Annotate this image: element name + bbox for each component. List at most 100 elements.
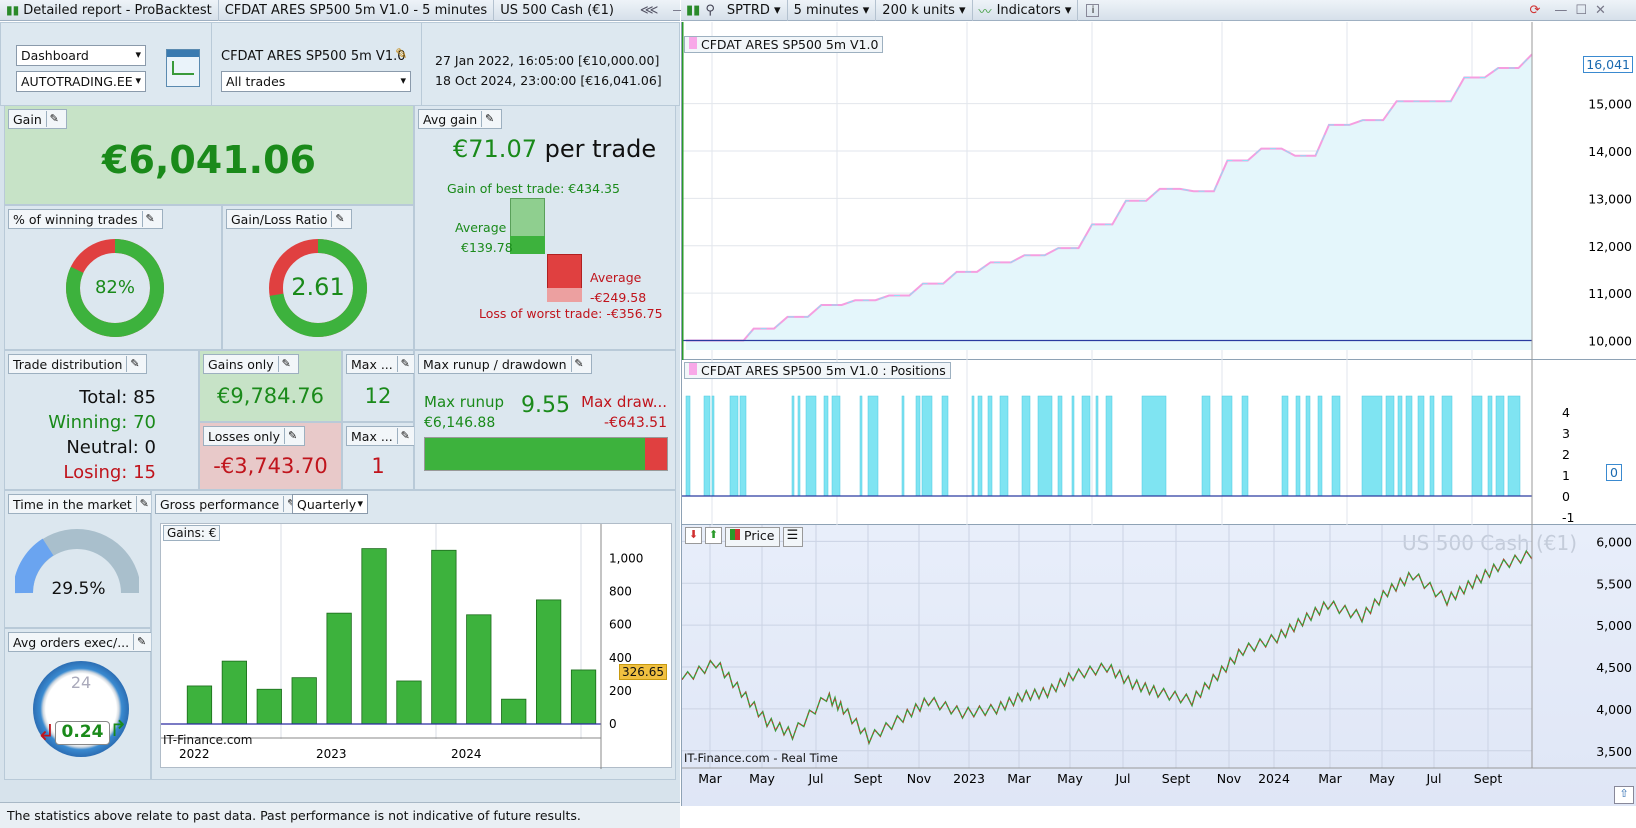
runup-panel: Max runup / drawdown ✎ Max runup €6,146.8…	[414, 350, 676, 490]
position-bar	[1361, 395, 1383, 497]
position-bar	[1331, 395, 1341, 497]
total-trades: Total: 85	[79, 387, 156, 408]
position-bar	[1221, 395, 1233, 497]
positions-ytick: 1	[1562, 468, 1570, 483]
gross-bar	[186, 685, 213, 725]
price-xtick: Sept	[854, 771, 883, 786]
gross-bar	[536, 599, 562, 725]
units-select[interactable]: 200 k units ▾	[876, 0, 973, 21]
price-watermark: US 500 Cash (€1)	[1402, 531, 1577, 555]
position-bar	[1295, 395, 1301, 497]
arrow-down-icon: ↲	[37, 721, 56, 746]
sell-icon[interactable]: ⬇	[685, 527, 702, 544]
account-select[interactable]: AUTOTRADING.EE ▾	[16, 71, 146, 92]
equity-last: 16,041	[1583, 56, 1633, 73]
buy-icon[interactable]: ⬆	[705, 527, 722, 544]
position-bar	[999, 395, 1009, 497]
position-bar	[859, 395, 863, 497]
chevron-down-icon: ▾	[954, 2, 966, 18]
gross-panel: Gross performance✎ Quarterly▾ Gains: € 0…	[151, 490, 676, 780]
price-xtick: Mar	[698, 771, 722, 786]
report-settings-icon[interactable]	[166, 49, 200, 87]
equity-ytick: 15,000	[1588, 97, 1632, 112]
price-toolbar: ⬇ ⬆ Price ☰	[685, 527, 803, 547]
distribution-panel: Trade distribution ✎ Total: 85 Winning: 7…	[4, 350, 199, 490]
losing-trades: Losing: 15	[63, 462, 156, 483]
avg-orders-title: Avg orders exec/... ✎	[8, 632, 155, 652]
best-trade: Gain of best trade: €434.35	[447, 181, 620, 196]
report-titlebar: ▮▮ Detailed report - ProBacktest CFDAT A…	[0, 0, 724, 21]
position-bar	[1507, 395, 1521, 497]
gross-ytick: 800	[609, 585, 632, 599]
avg-gain-title: Avg gain ✎	[418, 109, 503, 129]
position-bar	[1201, 395, 1211, 497]
distribution-values: Total: 85 Winning: 70 Neutral: 0 Losing:…	[48, 385, 156, 485]
list-icon[interactable]: ☰	[782, 527, 803, 547]
equity-chart: 10,000 11,000 12,000 13,000 14,000 15,000	[682, 22, 1632, 360]
equity-ytick: 12,000	[1588, 239, 1632, 254]
price-ytick: 4,000	[1596, 702, 1632, 717]
link-icon[interactable]: ⚲	[705, 2, 715, 18]
wrench-icon[interactable]: ✎	[141, 211, 158, 227]
wrench-icon[interactable]: ✎	[284, 428, 300, 444]
trades-select[interactable]: All trades ▾	[221, 71, 411, 92]
chart-panel: CFDAT ARES SP500 5m V1.0 10,000 11,000 12,…	[681, 22, 1636, 806]
runup-ratio: 9.55	[521, 393, 570, 418]
winning-trades: Winning: 70	[48, 412, 156, 433]
runup-fill	[425, 438, 645, 470]
position-bar	[805, 395, 817, 497]
ratio-panel: Gain/Loss Ratio ✎ 2.61	[222, 205, 414, 350]
wrench-icon[interactable]: ✎	[277, 356, 294, 372]
positions-ytick: 3	[1562, 426, 1570, 441]
positions-ytick: 4	[1562, 405, 1570, 420]
edit-icon[interactable]: ✎	[395, 45, 408, 63]
price-ytick: 3,500	[1596, 744, 1632, 759]
info-icon[interactable]: i	[1086, 3, 1100, 17]
runup-value: €6,146.88	[424, 415, 496, 431]
wrench-icon[interactable]: ✎	[126, 356, 142, 372]
position-bar	[1281, 395, 1289, 497]
avg-loss-label: Average	[590, 270, 642, 285]
report-title-seg: ▮▮ Detailed report - ProBacktest	[0, 0, 219, 21]
avg-gain-suffix: per trade	[544, 135, 657, 163]
close-icon[interactable]: ✕	[1595, 2, 1606, 18]
winning-donut	[66, 239, 164, 337]
gross-bar	[396, 680, 422, 725]
wrench-icon[interactable]: ✎	[481, 111, 497, 127]
wrench-icon[interactable]: ✎	[396, 356, 413, 372]
position-bar	[1429, 395, 1435, 497]
position-bar	[1317, 395, 1323, 497]
instrument-title: US 500 Cash (€1)	[500, 2, 614, 18]
position-bar	[1141, 395, 1167, 497]
wrench-icon[interactable]: ✎	[570, 356, 587, 372]
position-bar	[1305, 395, 1311, 497]
ticker-select[interactable]: SPTRD ▾	[721, 0, 788, 21]
time-market-title: Time in the market ✎	[8, 494, 157, 514]
gross-watermark: IT-Finance.com	[163, 733, 253, 747]
price-pane: ⬇ ⬆ Price ☰ US 500 Cash (€1) 3,500 4,000 4…	[682, 525, 1636, 806]
timeframe-select[interactable]: 5 minutes ▾	[788, 0, 877, 21]
maximize-icon[interactable]: ☐	[1575, 2, 1588, 18]
wrench-icon[interactable]: ✎	[133, 634, 149, 650]
period-select[interactable]: Quarterly ▾	[292, 494, 368, 514]
report-header: Dashboard ▾ AUTOTRADING.EE ▾ CFDAT ARES SP…	[0, 22, 680, 107]
wrench-icon[interactable]: ✎	[135, 496, 152, 512]
max-loss-title: Max ... ✎	[346, 426, 418, 446]
wrench-icon[interactable]: ✎	[396, 428, 413, 444]
equity-color-swatch	[689, 37, 697, 49]
wrench-icon[interactable]: ✎	[331, 211, 347, 227]
positions-chart: 4 3 2 1 0 -1	[682, 360, 1574, 525]
price-chart: 3,500 4,000 4,500 5,000 5,500 6,000 Mar May Jul S…	[682, 525, 1636, 786]
price-xtick: May	[1057, 771, 1083, 786]
indicators-button[interactable]: 〰 Indicators ▾	[973, 0, 1079, 21]
equity-title: CFDAT ARES SP500 5m V1.0	[684, 36, 884, 53]
avg-win-value: €139.78	[461, 240, 513, 255]
minimize-icon[interactable]: —	[1554, 2, 1568, 18]
wrench-icon[interactable]: ✎	[45, 111, 62, 127]
share-icon[interactable]: ⋘	[639, 2, 659, 18]
scroll-end-icon[interactable]: ⇧	[1614, 786, 1634, 804]
view-select[interactable]: Dashboard ▾	[16, 45, 146, 66]
refresh-icon[interactable]: ⟳	[1529, 2, 1541, 18]
positions-title: CFDAT ARES SP500 5m V1.0 : Positions	[684, 362, 951, 379]
wrench-icon[interactable]: ✎	[283, 496, 299, 512]
